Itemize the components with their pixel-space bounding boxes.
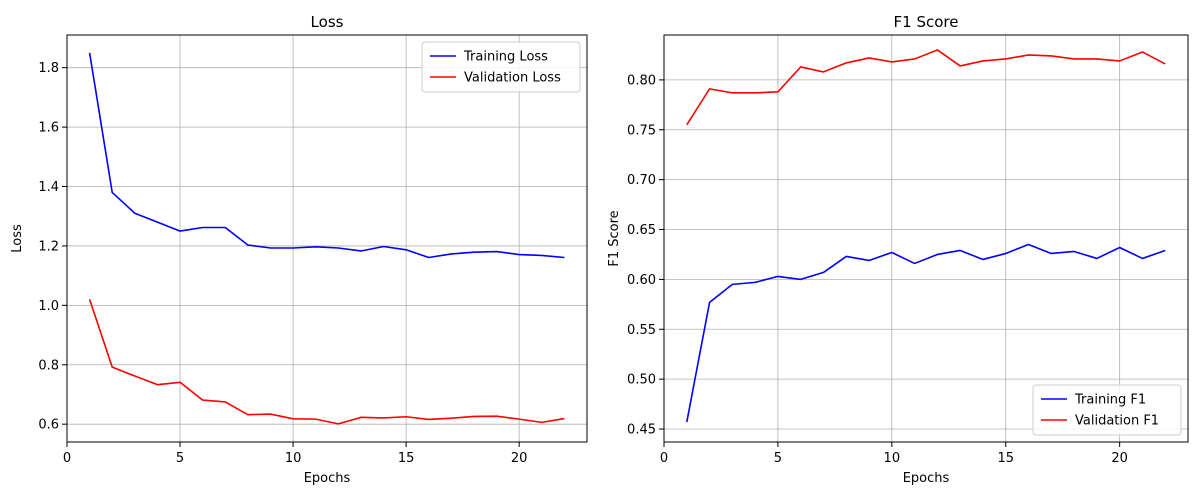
loss-x-tick-label-10: 10 [285,451,302,466]
f1-x-tick-label-20: 20 [1111,451,1128,466]
series-line-training-loss [88,52,565,259]
loss-x-tick-label-0: 0 [63,451,71,466]
f1-series-lines [685,49,1166,423]
f1-x-tick-label-10: 10 [884,451,901,466]
loss-y-tick-label-1-6: 1.6 [38,121,59,136]
loss-x-tick-label-20: 20 [511,451,528,466]
legend-entry-training-f1: Training F1 [1074,393,1146,408]
loss-y-tick-label-0-8: 0.8 [38,358,59,373]
f1-legend: Training F1 Validation F1 [1032,384,1182,436]
loss-y-tick-label-1-8: 1.8 [38,61,59,76]
f1-y-tick-label-0-65: 0.65 [627,223,656,238]
f1-x-tick-label-0: 0 [660,451,668,466]
loss-y-tick-label-1-4: 1.4 [38,180,59,195]
f1-ticks: 0 5 10 15 20 0.45 0.50 0.55 0.60 0.65 0.70 0.75 0.80 [627,73,1128,466]
loss-ticks: 0 5 10 15 20 0.6 0.8 1.0 1.2 1.4 1.6 1.8 [38,61,527,466]
legend-entry-training-loss: Training Loss [463,50,548,65]
series-line-training-f1 [685,243,1166,423]
loss-y-tick-label-1-0: 1.0 [38,299,59,314]
f1-legend-box [1032,384,1182,436]
f1-y-tick-label-0-75: 0.75 [627,123,656,138]
f1-y-tick-label-0-50: 0.50 [627,373,656,388]
f1-x-tick-label-5: 5 [774,451,782,466]
loss-y-tick-label-1-2: 1.2 [38,239,59,254]
loss-subplot: 0 5 10 15 20 0.6 0.8 1.0 1.2 1.4 1.6 1.8 Loss Epoch… [10,13,588,486]
loss-y-tick-label-0-6: 0.6 [38,418,59,433]
loss-x-axis-label: Epochs [304,471,351,486]
loss-legend-box [421,41,581,93]
loss-y-axis-label: Loss [10,224,25,253]
f1-y-tick-label-0-70: 0.70 [627,173,656,188]
f1-subplot: 0 5 10 15 20 0.45 0.50 0.55 0.60 0.65 0.70 0.75 0.80… [607,13,1189,486]
loss-legend: Training Loss Validation Loss [421,41,581,93]
f1-x-tick-label-15: 15 [997,451,1014,466]
f1-y-tick-label-0-55: 0.55 [627,323,656,338]
loss-x-tick-label-5: 5 [176,451,184,466]
loss-grid [66,35,587,442]
legend-entry-validation-loss: Validation Loss [464,71,561,86]
f1-y-tick-label-0-45: 0.45 [627,423,656,438]
loss-x-tick-label-15: 15 [398,451,415,466]
loss-series-lines [88,52,565,425]
f1-y-axis-label: F1 Score [607,210,622,266]
loss-chart-title: Loss [311,13,344,31]
f1-x-axis-label: Epochs [903,471,950,486]
f1-chart-title: F1 Score [894,13,959,31]
loss-plot-frame [66,34,588,443]
series-line-validation-loss [88,299,565,425]
f1-plot-frame [663,34,1189,443]
f1-y-tick-label-0-60: 0.60 [627,273,656,288]
f1-y-tick-label-0-80: 0.80 [627,73,656,88]
series-line-validation-f1 [686,49,1166,126]
legend-entry-validation-f1: Validation F1 [1075,414,1159,429]
